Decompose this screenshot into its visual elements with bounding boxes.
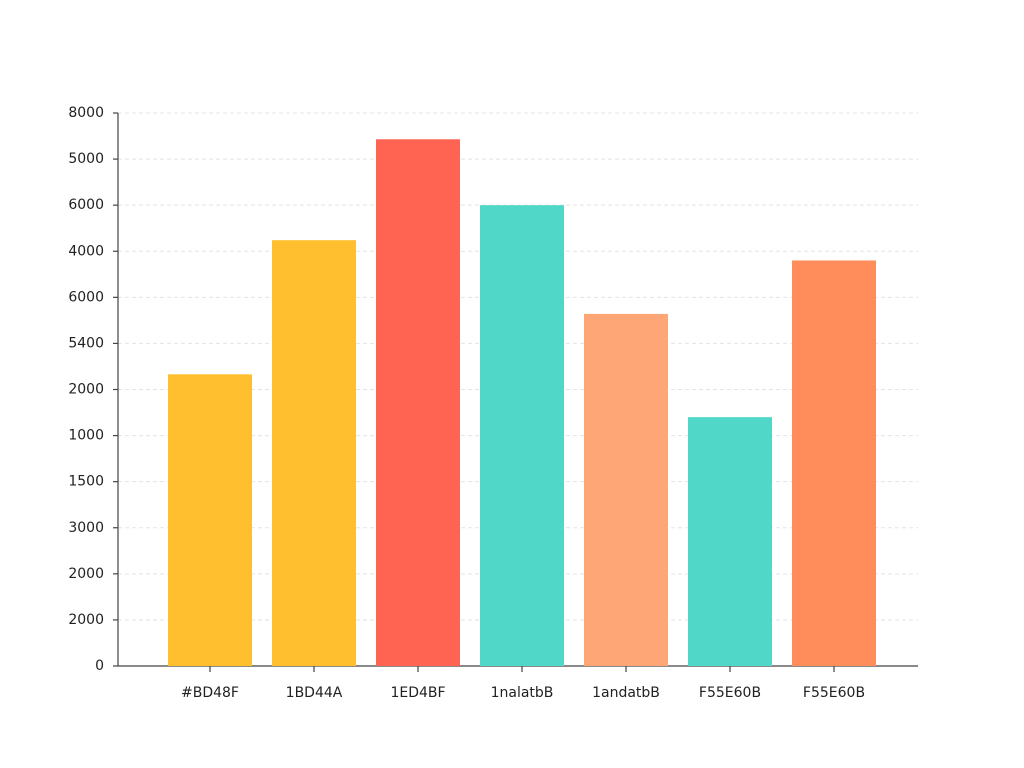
y-tick-label: 5000 bbox=[68, 151, 104, 167]
x-tick-label: 1ED4BF bbox=[390, 685, 445, 701]
x-tick-label: F55E60B bbox=[699, 685, 761, 701]
x-tick-label: 1BD44A bbox=[286, 685, 343, 701]
y-tick-label: 1500 bbox=[68, 474, 104, 490]
x-tick-label: F55E60B bbox=[803, 685, 865, 701]
x-tick-label: 1andatbB bbox=[592, 685, 660, 701]
bar bbox=[376, 139, 460, 666]
y-tick-label: 8000 bbox=[68, 105, 104, 121]
y-tick-label: 2000 bbox=[68, 382, 104, 398]
bar bbox=[272, 240, 356, 666]
bar bbox=[168, 374, 252, 666]
y-tick-label: 6000 bbox=[68, 289, 104, 305]
bar bbox=[792, 260, 876, 666]
y-tick-label: 4000 bbox=[68, 243, 104, 259]
bar bbox=[480, 205, 564, 666]
y-tick-label: 2000 bbox=[68, 612, 104, 628]
y-tick-label: 5400 bbox=[68, 335, 104, 351]
y-tick-label: 6000 bbox=[68, 197, 104, 213]
y-tick-label: 0 bbox=[95, 658, 104, 674]
bar bbox=[584, 313, 668, 666]
bar bbox=[688, 417, 772, 666]
y-tick-label: 3000 bbox=[68, 520, 104, 536]
y-tick-label: 2000 bbox=[68, 566, 104, 582]
y-tick-label: 1000 bbox=[68, 428, 104, 444]
x-tick-label: 1nalatbB bbox=[491, 685, 554, 701]
x-tick-label: #BD48F bbox=[181, 685, 239, 701]
